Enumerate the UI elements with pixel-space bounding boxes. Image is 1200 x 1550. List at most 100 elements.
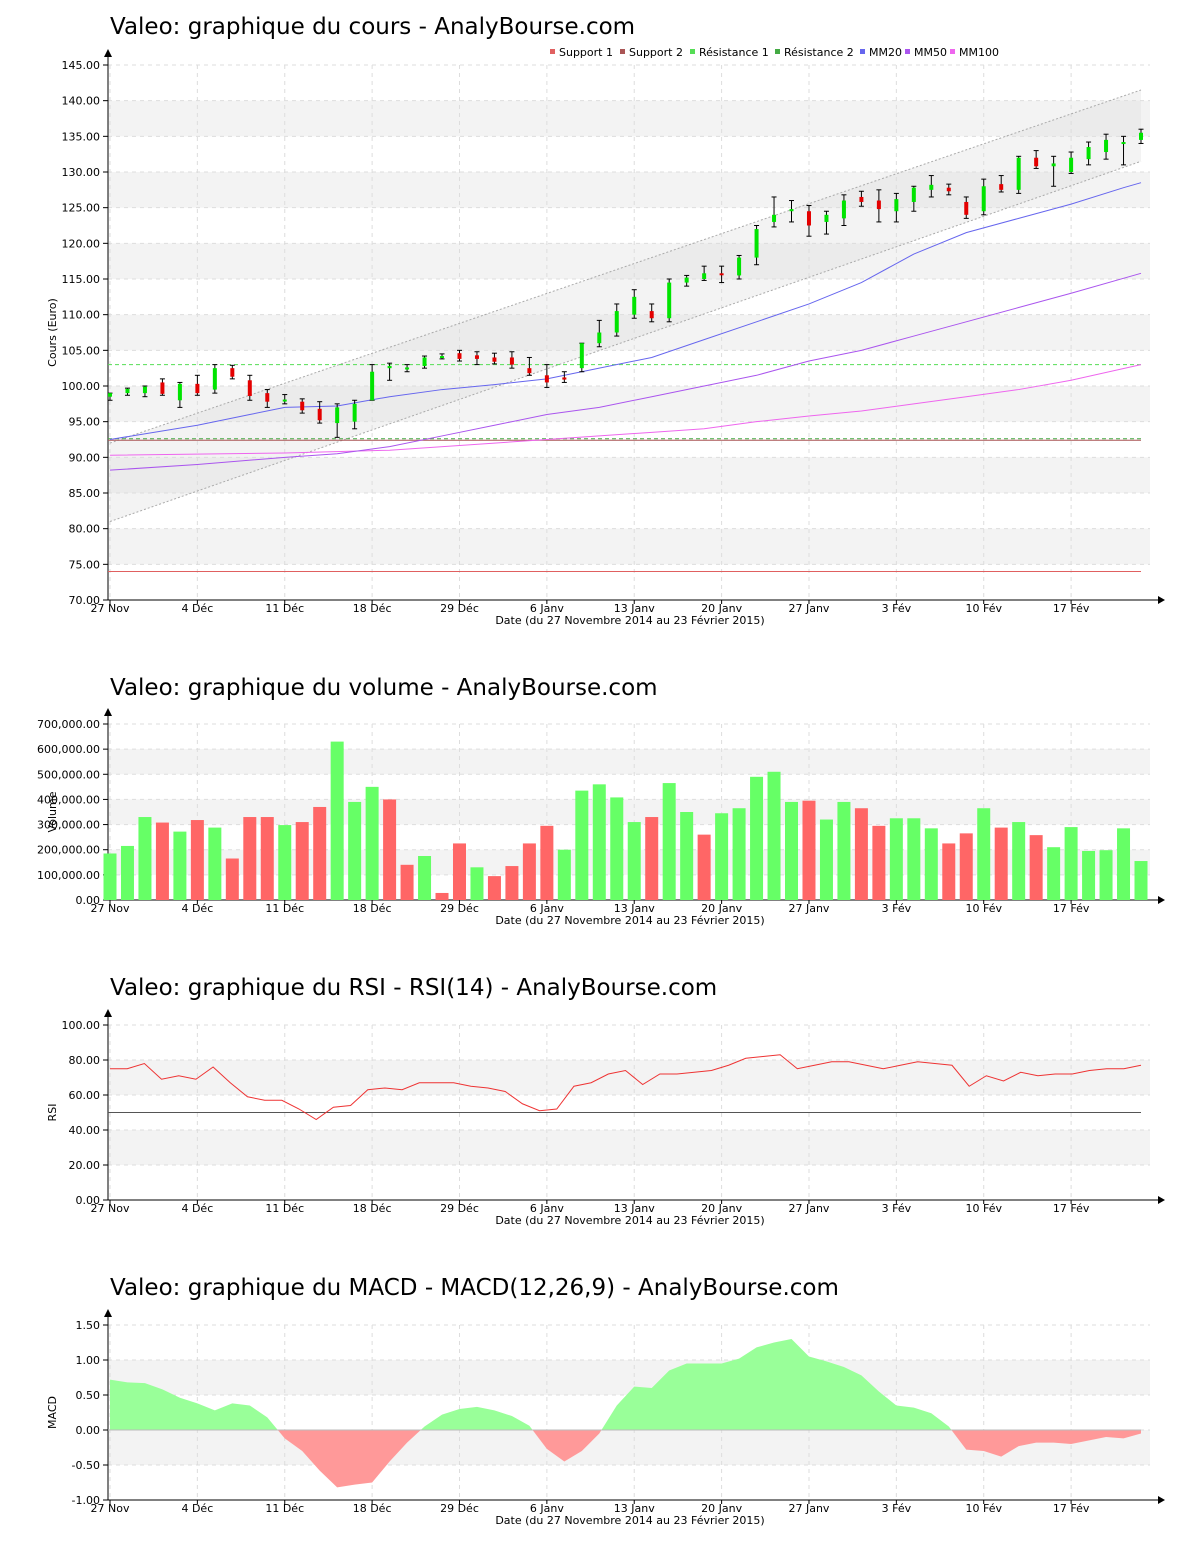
- candle-body: [317, 408, 322, 421]
- candle-body: [177, 383, 182, 401]
- candlestick: [1016, 155, 1022, 194]
- volume-bar: [138, 817, 152, 900]
- candle-body: [108, 393, 112, 397]
- candlestick: [666, 278, 672, 323]
- volume-bar: [1047, 847, 1061, 900]
- candle-body: [457, 353, 462, 359]
- volume-bar: [680, 812, 694, 900]
- y-tick-label: 110.00: [62, 309, 101, 322]
- y-tick-label: 20.00: [69, 1159, 101, 1172]
- candle-body: [527, 368, 532, 374]
- y-axis-label: MACD: [46, 1396, 59, 1429]
- grid-band: [108, 314, 1150, 351]
- candle-body: [911, 187, 916, 202]
- legend-swatch: [775, 49, 780, 54]
- volume-bar: [260, 817, 274, 900]
- volume-bar: [173, 831, 187, 900]
- grid-band: [108, 100, 1150, 137]
- candlestick: [841, 194, 847, 226]
- x-tick-label: 11 Déc: [265, 1202, 304, 1215]
- volume-bar: [994, 827, 1008, 900]
- candlestick: [1103, 133, 1109, 160]
- x-tick-label: 29 Déc: [440, 902, 479, 915]
- grid-band: [108, 386, 1150, 422]
- y-tick-label: 75.00: [69, 558, 101, 571]
- volume-bar: [452, 843, 466, 900]
- grid-band: [108, 1360, 1150, 1395]
- y-axis-arrow: [104, 49, 112, 57]
- candlestick: [544, 364, 550, 388]
- volume-panel: Valeo: graphique du volume - AnalyBourse…: [37, 675, 1165, 927]
- candle-body: [422, 357, 427, 367]
- candle-body: [125, 388, 130, 394]
- volume-bar: [295, 822, 309, 900]
- candlestick: [369, 364, 375, 401]
- candlestick: [596, 319, 602, 348]
- volume-bar: [1082, 850, 1096, 900]
- y-tick-label: 700,000.00: [37, 718, 100, 731]
- legend-label: Support 1: [559, 46, 613, 59]
- x-tick-label: 4 Déc: [181, 902, 213, 915]
- y-tick-label: 140.00: [62, 95, 101, 108]
- macd-negative-area: [951, 1430, 1141, 1457]
- y-tick-label: 90.00: [69, 451, 101, 464]
- price-title: Valeo: graphique du cours - AnalyBourse.…: [110, 14, 635, 40]
- candle-body: [946, 187, 951, 192]
- candle-body: [440, 356, 445, 359]
- x-tick-label: 27 Nov: [91, 902, 130, 915]
- volume-bar: [662, 783, 676, 900]
- x-tick-label: 4 Déc: [181, 1202, 213, 1215]
- legend-label: Résistance 1: [699, 46, 769, 59]
- macd-positive-area: [601, 1339, 952, 1430]
- x-tick-label: 20 Janv: [701, 602, 742, 615]
- x-axis-arrow: [1158, 1496, 1165, 1504]
- candlestick: [614, 303, 620, 337]
- candlestick: [981, 178, 987, 216]
- x-tick-label: 6 Janv: [530, 1502, 564, 1515]
- y-tick-label: 0.00: [76, 894, 101, 907]
- channel-upper-line: [109, 89, 1142, 444]
- volume-bar: [1134, 861, 1148, 900]
- mm100-line: [109, 364, 1142, 456]
- candlestick: [456, 349, 462, 362]
- candlestick: [264, 389, 270, 408]
- candlestick: [998, 175, 1004, 193]
- x-tick-label: 11 Déc: [265, 1502, 304, 1515]
- candle-body: [247, 380, 252, 396]
- y-axis-arrow: [104, 1309, 112, 1317]
- x-tick-label: 27 Nov: [91, 1502, 130, 1515]
- x-tick-label: 13 Janv: [614, 1502, 655, 1515]
- grid-band: [108, 528, 1150, 565]
- volume-bar: [802, 800, 816, 900]
- legend-swatch: [860, 49, 865, 54]
- y-tick-label: 80.00: [69, 523, 101, 536]
- legend-swatch: [690, 49, 695, 54]
- mm50-line: [109, 272, 1142, 471]
- x-tick-label: 17 Fév: [1053, 1502, 1090, 1515]
- x-tick-label: 13 Janv: [614, 902, 655, 915]
- candle-body: [929, 184, 934, 190]
- candle-body: [789, 209, 794, 212]
- candlestick: [404, 364, 410, 373]
- candlestick: [352, 399, 358, 430]
- x-tick-label: 6 Janv: [530, 902, 564, 915]
- candlestick: [579, 342, 585, 373]
- x-tick-label: 17 Fév: [1053, 1202, 1090, 1215]
- candlestick: [561, 371, 567, 383]
- y-tick-label: 600,000.00: [37, 743, 100, 756]
- candle-body: [667, 282, 672, 319]
- y-tick-label: 100.00: [62, 380, 101, 393]
- candlestick: [963, 196, 969, 219]
- candle-body: [754, 229, 759, 258]
- candle-body: [230, 368, 235, 377]
- candle-body: [632, 296, 637, 315]
- volume-bar: [278, 825, 292, 900]
- x-tick-label: 11 Déc: [265, 902, 304, 915]
- volume-bar: [243, 817, 257, 900]
- candlestick: [754, 225, 760, 266]
- candle-body: [684, 277, 689, 283]
- y-tick-label: 1.00: [76, 1354, 101, 1367]
- x-axis-arrow: [1158, 896, 1165, 904]
- volume-bar: [1012, 822, 1026, 900]
